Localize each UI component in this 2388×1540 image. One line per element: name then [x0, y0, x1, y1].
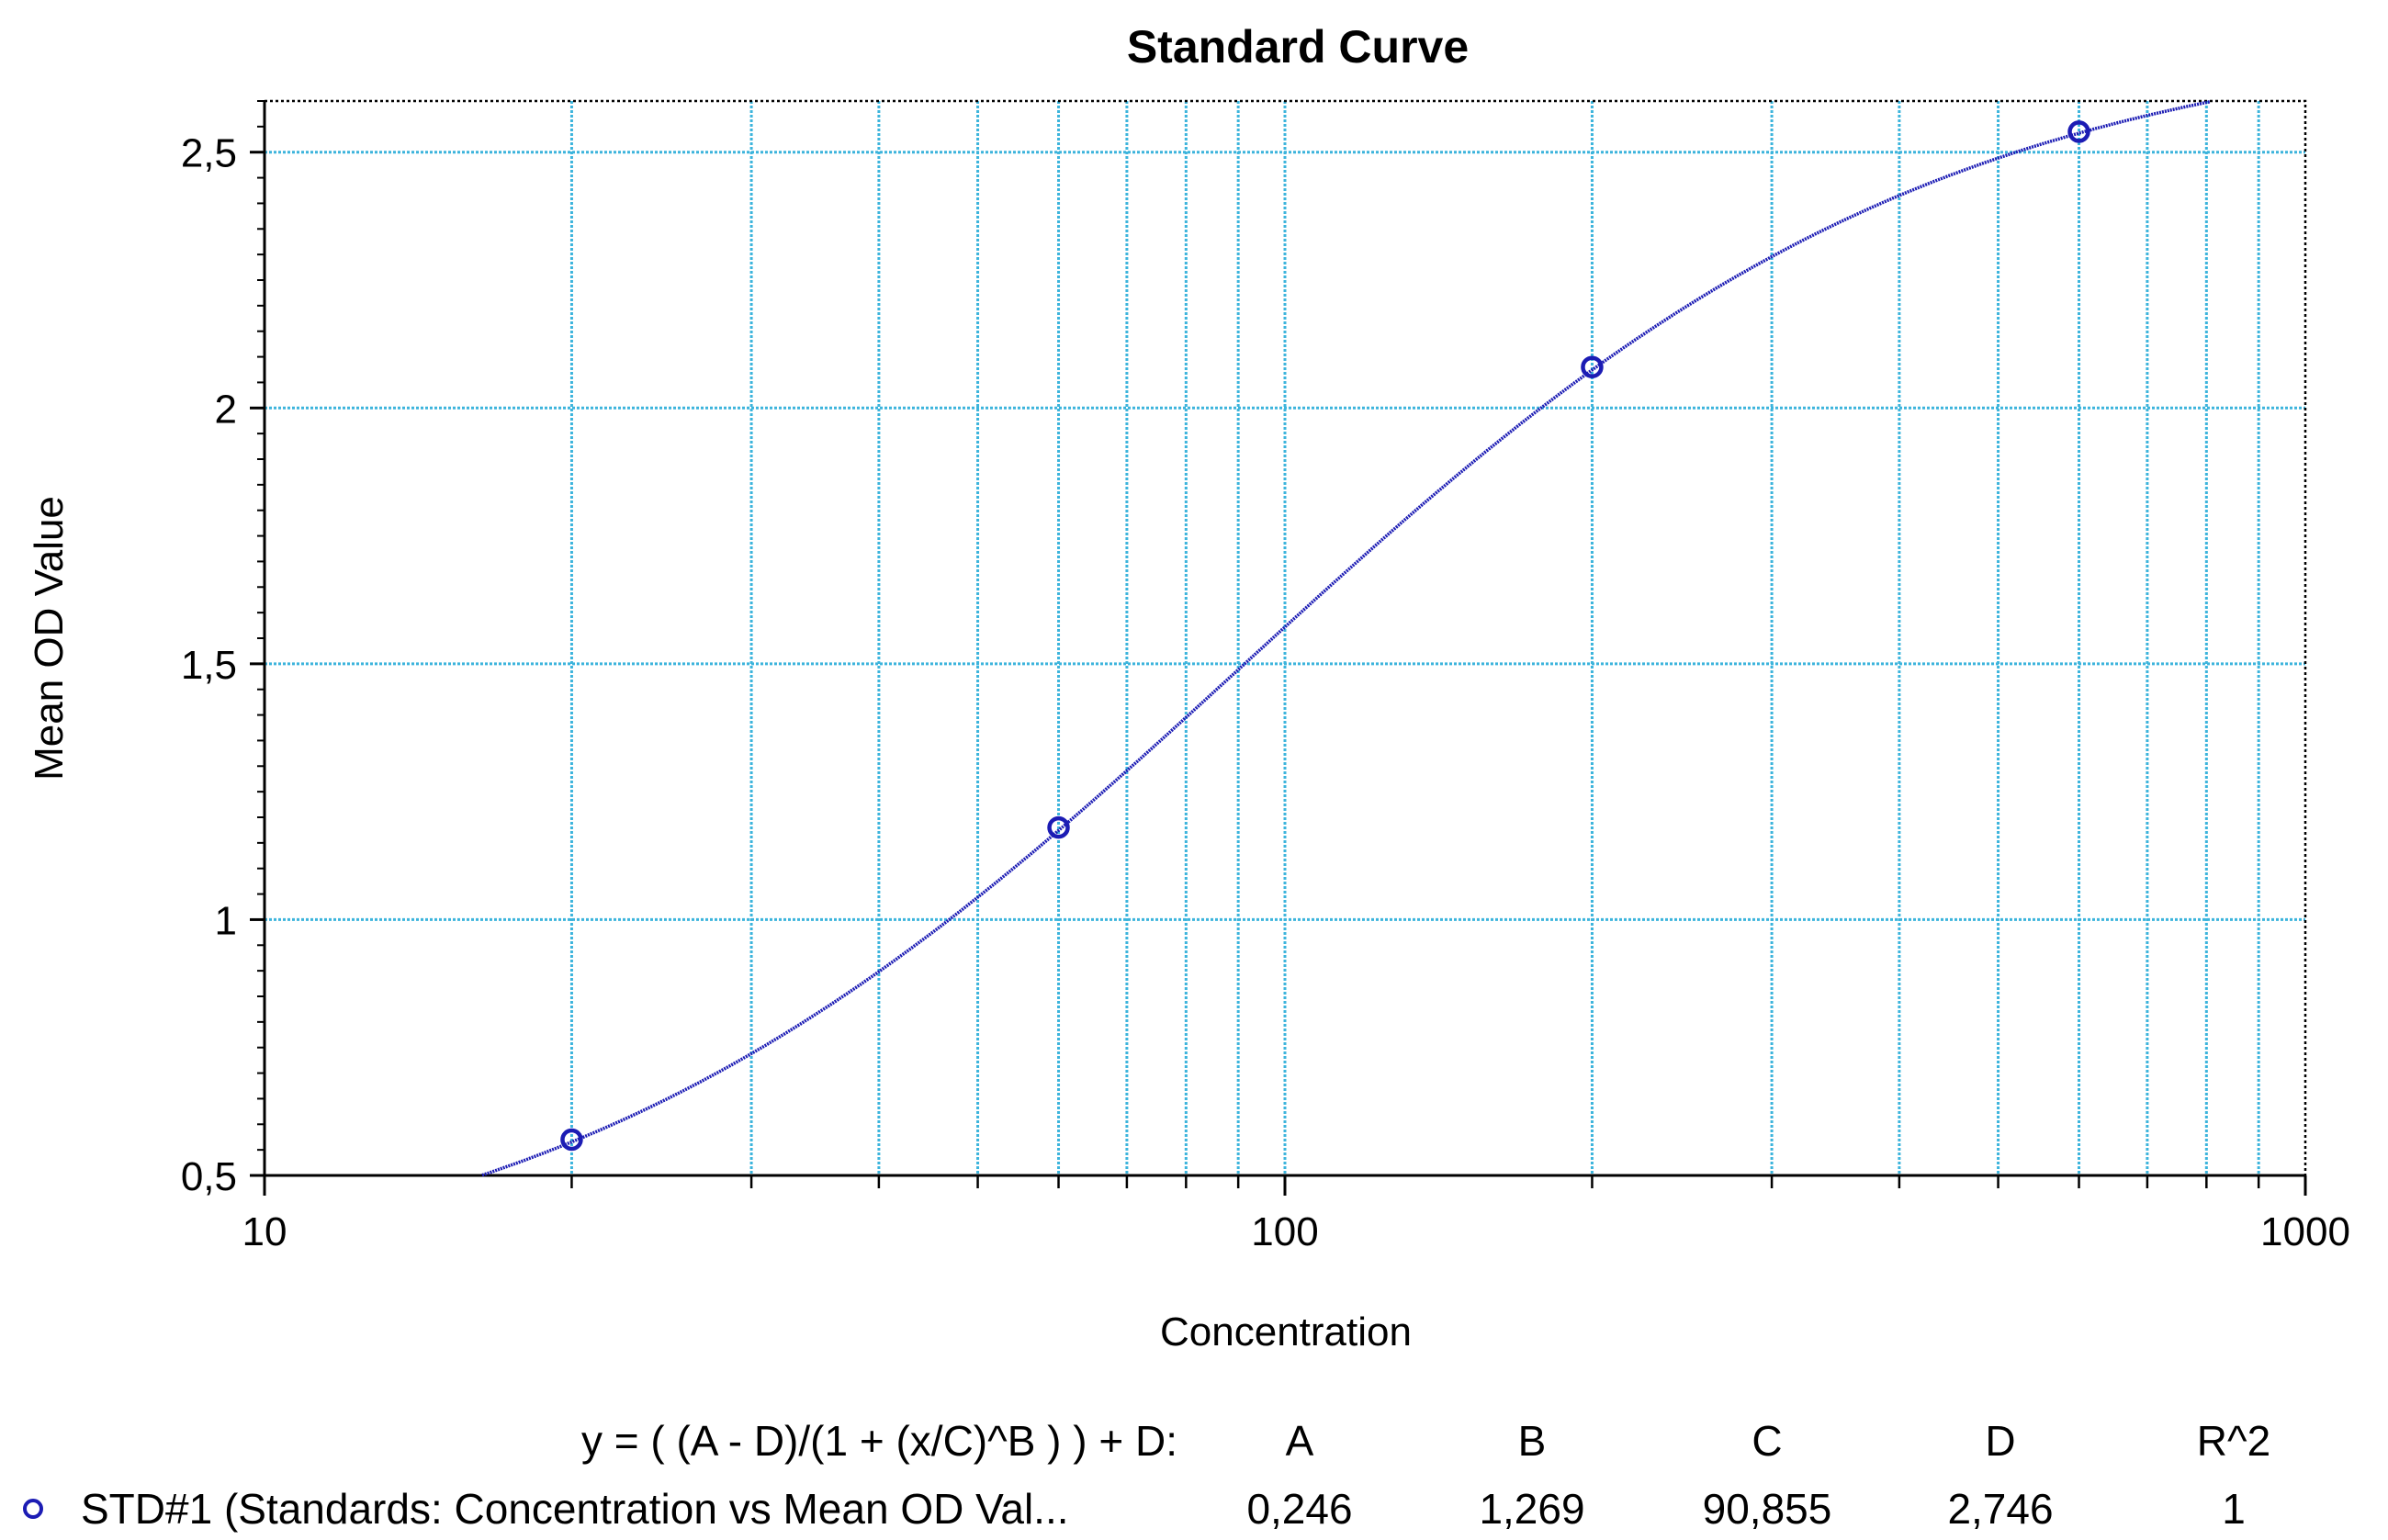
fit-table-header: B	[1518, 1417, 1547, 1465]
x-tick-label: 100	[1251, 1209, 1318, 1254]
y-tick-label: 1,5	[181, 643, 237, 688]
y-axis-title: Mean OD Value	[27, 496, 72, 781]
fit-table-value: 1	[2222, 1485, 2246, 1533]
y-tick-label: 2,5	[181, 131, 237, 176]
series-legend-marker	[23, 1499, 43, 1519]
fit-curve	[481, 99, 2211, 1177]
fit-table-value: 2,746	[1947, 1485, 2053, 1533]
y-tick-label: 0,5	[181, 1154, 237, 1199]
x-tick-label: 10	[242, 1209, 287, 1254]
series-legend-label: STD#1 (Standards: Concentration vs Mean …	[81, 1485, 1069, 1533]
data-point	[560, 1128, 583, 1152]
x-axis-title: Concentration	[1160, 1310, 1412, 1355]
chart-title: Standard Curve	[1127, 21, 1469, 73]
fit-table-header: R^2	[2197, 1417, 2270, 1465]
fit-table-header: C	[1752, 1417, 1782, 1465]
fit-table-headers: A B C D R^2	[1286, 1417, 2271, 1465]
x-tick-label: 1000	[2260, 1209, 2350, 1254]
y-tick-label: 2	[215, 387, 237, 432]
y-tick-label: 1	[215, 898, 237, 943]
data-point	[1581, 355, 1604, 378]
x-tick-labels: 10 100 1000	[242, 1209, 2350, 1254]
fit-table-header: A	[1286, 1417, 1314, 1465]
minor-ticks	[250, 100, 2307, 1196]
fit-table-header: D	[1985, 1417, 2015, 1465]
y-tick-labels: 0,5 1 1,5 2 2,5	[181, 131, 237, 1199]
fit-table: y = ( (A - D)/(1 + (x/C)^B ) ) + D: A B C D…	[23, 1417, 2271, 1533]
fit-table-value: 1,269	[1479, 1485, 1584, 1533]
data-point	[1047, 815, 1070, 839]
fit-table-value: 0,246	[1246, 1485, 1352, 1533]
data-points	[560, 120, 2090, 1152]
fit-table-values: 0,246 1,269 90,855 2,746 1	[1246, 1485, 2245, 1533]
data-point	[2067, 120, 2090, 143]
grid	[265, 101, 2305, 1175]
fit-table-value: 90,855	[1703, 1485, 1832, 1533]
fit-equation: y = ( (A - D)/(1 + (x/C)^B ) ) + D:	[581, 1417, 1177, 1465]
